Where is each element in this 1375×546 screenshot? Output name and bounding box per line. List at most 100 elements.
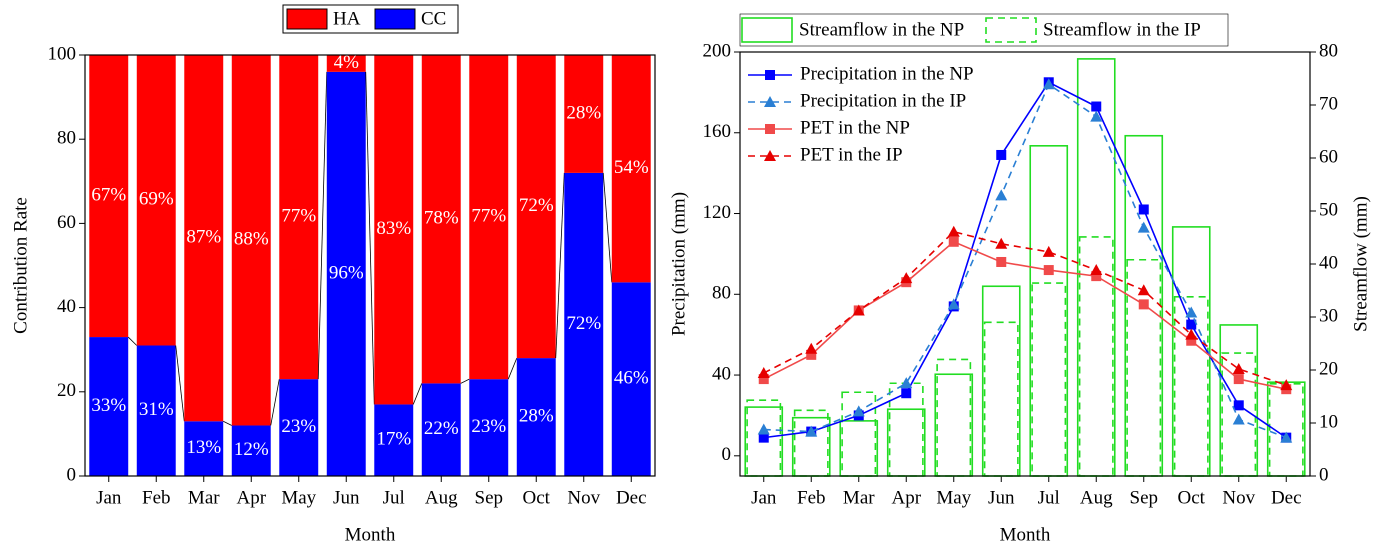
y2-tick-label: 50	[1319, 199, 1338, 220]
connector	[127, 336, 138, 346]
marker	[1185, 306, 1198, 318]
bar	[934, 373, 974, 477]
connector	[460, 378, 470, 384]
marker	[765, 124, 775, 134]
marker	[1042, 78, 1055, 90]
x-tick-label: Jan	[96, 487, 122, 508]
legend-box	[739, 13, 1229, 47]
x-tick-label: Mar	[843, 487, 875, 508]
value-label: 23%	[281, 416, 316, 437]
connector	[412, 383, 423, 405]
x-tick-label: Nov	[567, 487, 600, 508]
y2-tick-label: 60	[1319, 146, 1338, 167]
value-label: 72%	[519, 195, 554, 216]
x-tick-label: Aug	[1080, 487, 1113, 508]
marker	[852, 304, 865, 316]
x-axis-label: Month	[1000, 524, 1051, 545]
bar-segment	[231, 55, 271, 426]
x-tick-label: Nov	[1222, 487, 1255, 508]
connector	[365, 71, 375, 405]
marker	[1232, 413, 1245, 425]
marker	[948, 236, 959, 247]
bar-segment	[279, 55, 319, 380]
y-tick-label: 80	[712, 283, 731, 304]
line	[763, 240, 1287, 390]
marker	[1137, 284, 1150, 296]
value-label: 46%	[614, 368, 649, 389]
marker	[806, 349, 817, 360]
x-tick-label: Mar	[188, 487, 220, 508]
y-axis-label: Precipitation (mm)	[668, 192, 689, 336]
y-tick-label: 0	[722, 444, 732, 465]
x-tick-label: May	[281, 487, 316, 508]
plot-frame	[84, 54, 656, 477]
legend-swatch	[985, 17, 1037, 43]
legend-label: PET in the NP	[800, 117, 910, 138]
y-tick-label: 60	[57, 212, 76, 233]
y-tick-label: 200	[703, 40, 732, 61]
bar-segment	[374, 55, 414, 405]
marker	[765, 70, 775, 80]
y2-tick-label: 10	[1319, 411, 1338, 432]
legend-swatch	[286, 8, 328, 30]
x-tick-label: Jan	[751, 487, 777, 508]
value-label: 83%	[376, 218, 411, 239]
bar	[1031, 282, 1067, 477]
x-tick-label: Dec	[616, 487, 647, 508]
value-label: 4%	[334, 52, 360, 73]
bar-segment	[326, 71, 366, 476]
marker	[996, 149, 1007, 160]
x-tick-label: Apr	[891, 487, 921, 508]
bar-segment	[421, 55, 461, 384]
marker	[1043, 265, 1054, 276]
plot-frame	[739, 51, 1311, 477]
marker	[995, 189, 1008, 201]
y-tick-label: 160	[703, 121, 732, 142]
legend-label: Precipitation in the IP	[800, 90, 966, 111]
marker	[1042, 245, 1055, 257]
bar-segment	[469, 379, 509, 476]
marker	[764, 150, 776, 161]
value-label: 23%	[471, 416, 506, 437]
bar-segment	[516, 55, 556, 359]
legend-label: CC	[421, 8, 446, 29]
marker	[996, 256, 1007, 267]
marker	[1186, 319, 1197, 330]
x-tick-label: Jun	[988, 487, 1015, 508]
marker	[947, 298, 960, 310]
bar-segment	[421, 383, 461, 476]
marker	[1091, 271, 1102, 282]
value-label: 77%	[471, 205, 506, 226]
value-label: 31%	[139, 399, 174, 420]
marker	[758, 432, 769, 443]
x-tick-label: May	[936, 487, 971, 508]
marker	[1233, 400, 1244, 411]
y2-tick-label: 70	[1319, 93, 1338, 114]
y-tick-label: 20	[57, 380, 76, 401]
x-tick-label: Oct	[523, 487, 551, 508]
value-label: 72%	[566, 313, 601, 334]
legend-label: HA	[333, 8, 361, 29]
bar-segment	[184, 55, 224, 422]
connector	[175, 345, 185, 422]
bar	[983, 321, 1019, 477]
legend-box	[282, 4, 459, 34]
bar-segment	[89, 337, 129, 476]
value-label: 78%	[424, 208, 459, 229]
marker	[1137, 221, 1150, 233]
y-tick-label: 80	[57, 128, 76, 149]
y2-axis-label: Streamflow (mm)	[1350, 196, 1371, 332]
value-label: 22%	[424, 418, 459, 439]
x-tick-label: Sep	[1130, 487, 1159, 508]
legend-label: Streamflow in the NP	[799, 19, 964, 40]
bar	[839, 420, 879, 477]
marker	[900, 272, 913, 284]
value-label: 69%	[139, 189, 174, 210]
x-tick-label: Apr	[236, 487, 266, 508]
y2-tick-label: 80	[1319, 40, 1338, 61]
marker	[1138, 204, 1149, 215]
x-tick-label: Dec	[1271, 487, 1302, 508]
value-label: 13%	[186, 437, 221, 458]
marker	[805, 425, 818, 437]
value-label: 96%	[329, 262, 364, 283]
